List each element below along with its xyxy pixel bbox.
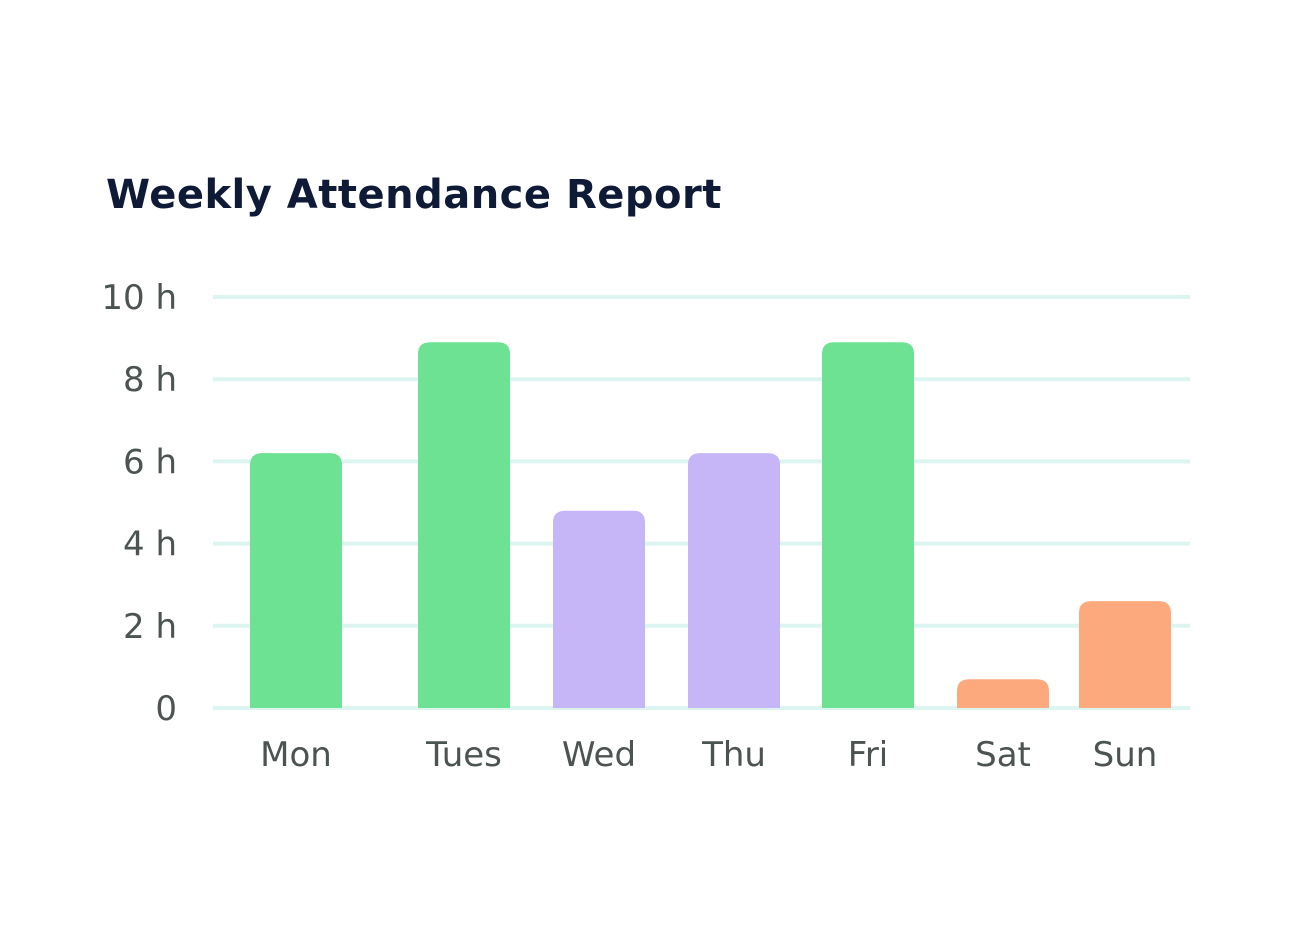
y-tick-label: 10 h <box>101 278 177 318</box>
y-tick-label: 2 h <box>123 607 177 647</box>
bar-mon <box>250 453 342 708</box>
x-tick-label: Thu <box>701 735 766 775</box>
x-tick-label: Wed <box>562 735 636 775</box>
bar-thu <box>688 453 780 708</box>
bar-sat <box>957 679 1049 708</box>
x-tick-label: Mon <box>260 735 332 775</box>
bar-wed <box>553 510 645 708</box>
x-tick-label: Tues <box>425 735 502 775</box>
bar-fri <box>822 342 914 708</box>
x-tick-label: Fri <box>848 735 889 775</box>
x-tick-label: Sun <box>1093 735 1158 775</box>
bar-sun <box>1079 601 1171 708</box>
chart-title: Weekly Attendance Report <box>106 172 722 218</box>
bar-tues <box>418 342 510 708</box>
y-tick-label: 8 h <box>123 360 177 400</box>
y-tick-label: 6 h <box>123 442 177 482</box>
x-tick-label: Sat <box>975 735 1031 775</box>
y-tick-label: 0 <box>155 689 177 729</box>
y-tick-label: 4 h <box>123 525 177 565</box>
